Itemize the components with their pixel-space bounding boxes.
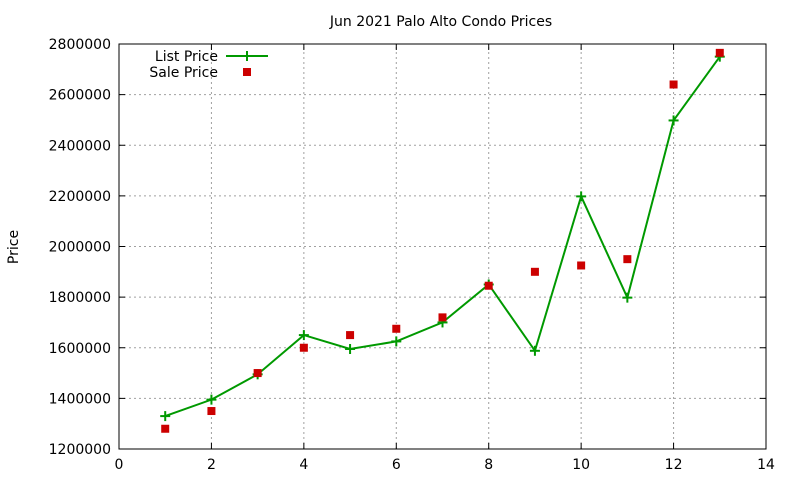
plot-series [160,48,725,433]
x-tick-label: 0 [115,457,124,473]
list-price-line [164,56,721,418]
x-tick-label: 8 [484,457,493,473]
legend-label: Sale Price [149,65,218,81]
sale-price-point [623,255,632,264]
legend-square-marker [243,68,251,76]
list-price-point [576,191,587,202]
y-tick-label: 2000000 [49,240,111,256]
x-tick-label: 10 [572,457,590,473]
x-tick-label: 14 [757,457,775,473]
legend-plus-marker [242,51,252,61]
sale-price-point [577,261,586,270]
sale-price-point [530,267,539,276]
sale-price-point [161,424,170,433]
y-tick-label: 1200000 [49,442,111,458]
list-price-point [668,115,679,126]
list-price-point [391,336,402,347]
axes: 0 2 4 6 8 10 12 14 1200000 1400000 1600000 1800000 2… [49,37,775,473]
y-tick-label: 2800000 [49,37,111,53]
y-tick-label: 1400000 [49,391,111,407]
y-tick-label: 2200000 [49,189,111,205]
x-tick-label: 4 [299,457,308,473]
list-price-point [345,344,356,355]
sale-price-point [253,369,262,378]
list-price-point [206,394,217,405]
y-tick-label: 1600000 [49,341,111,357]
grid [119,44,766,449]
x-tick-label: 12 [665,457,683,473]
sale-price-point [346,331,355,340]
y-axis-label: Price [6,230,22,264]
sale-price-point [715,48,724,57]
y-tick-label: 1800000 [49,290,111,306]
y-tick-label: 2400000 [49,138,111,154]
x-tick-label: 6 [392,457,401,473]
list-price-point [622,292,633,303]
sale-price-point [484,281,493,290]
y-tick-label: 2600000 [49,88,111,104]
list-price-point [160,411,171,422]
sale-price-point [392,324,401,333]
list-price-point [529,345,540,356]
sale-price-point [438,313,447,322]
x-tick-label: 2 [207,457,216,473]
chart-title: Jun 2021 Palo Alto Condo Prices [329,14,552,30]
plot-frame [118,43,767,450]
sale-price-point [669,80,678,89]
sale-price-point [299,343,308,352]
list-price-point [298,330,309,341]
sale-price-point [207,407,216,416]
legend-label: List Price [155,49,218,65]
